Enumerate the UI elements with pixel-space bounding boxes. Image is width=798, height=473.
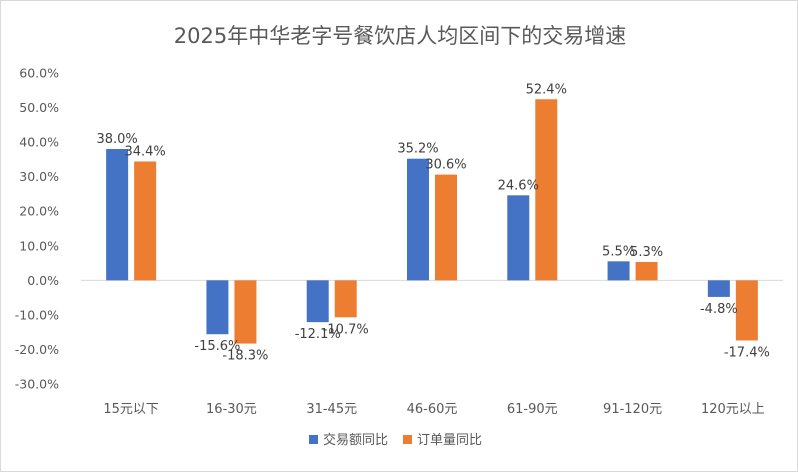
bar-orders (435, 174, 457, 281)
legend-label: 交易额同比 (323, 432, 388, 448)
bar-transaction (306, 280, 329, 323)
y-axis: 60.0% 50.0% 40.0% 30.0% 20.0% 10.0% 0.0% -10.0%… (15, 66, 59, 392)
x-tick-label: 16-30元 (206, 402, 257, 417)
data-label: 52.4% (526, 82, 567, 97)
data-label: -12.1% (295, 327, 341, 342)
x-tick-label: 31-45元 (306, 402, 357, 417)
bar-orders (635, 262, 658, 281)
data-label: 34.4% (124, 144, 165, 159)
y-tick-label: 50.0% (19, 100, 59, 115)
y-tick-label: -20.0% (15, 342, 59, 357)
bar-orders (735, 280, 758, 341)
data-label: -17.4% (724, 345, 770, 360)
data-labels: 38.0%34.4% -15.6%-18.3% -12.1%-10.7% 35.2%3… (96, 82, 769, 363)
y-tick-label: -10.0% (15, 307, 59, 322)
bar-transaction (607, 261, 630, 281)
bar-orders (535, 99, 558, 281)
y-tick-label: -30.0% (15, 377, 59, 392)
data-label: 5.3% (630, 245, 663, 260)
x-tick-label: 46-60元 (407, 402, 458, 417)
x-axis: 15元以下 16-30元 31-45元 46-60元 61-90元 91-120元 120元… (103, 402, 764, 417)
legend-swatch (309, 435, 318, 444)
legend: 交易额同比 订单量同比 (309, 432, 482, 448)
legend-label: 订单量同比 (417, 433, 482, 448)
data-label: 24.6% (498, 178, 539, 193)
bar-transaction (206, 280, 229, 335)
x-tick-label: 15元以下 (103, 402, 159, 417)
data-label: 30.6% (425, 158, 466, 173)
y-tick-label: 0.0% (27, 273, 59, 288)
data-label: 38.0% (96, 132, 137, 147)
legend-swatch (403, 435, 412, 444)
bar-transaction (507, 195, 530, 281)
data-label: -4.8% (700, 302, 738, 317)
y-tick-label: 60.0% (19, 66, 59, 81)
y-tick-label: 30.0% (19, 169, 59, 184)
data-label: -10.7% (323, 322, 369, 337)
y-tick-label: 40.0% (19, 135, 59, 150)
x-tick-label: 91-120元 (603, 402, 662, 417)
data-label: 35.2% (397, 142, 438, 157)
bar-transaction (106, 149, 129, 281)
data-label: -15.6% (194, 339, 240, 354)
x-tick-label: 120元以上 (701, 402, 765, 417)
bar-series (106, 99, 758, 344)
y-tick-label: 10.0% (19, 238, 59, 253)
data-label: 5.5% (602, 244, 635, 259)
bar-orders (134, 161, 157, 281)
bar-orders (334, 280, 357, 318)
bar-orders (234, 280, 257, 344)
chart-title: 2025年中华老字号餐饮店人均区间下的交易增速 (174, 24, 626, 48)
x-tick-label: 61-90元 (507, 402, 558, 417)
bar-transaction (407, 158, 429, 281)
bar-transaction (707, 280, 730, 297)
y-tick-label: 20.0% (19, 204, 59, 219)
data-label: -18.3% (222, 349, 268, 364)
